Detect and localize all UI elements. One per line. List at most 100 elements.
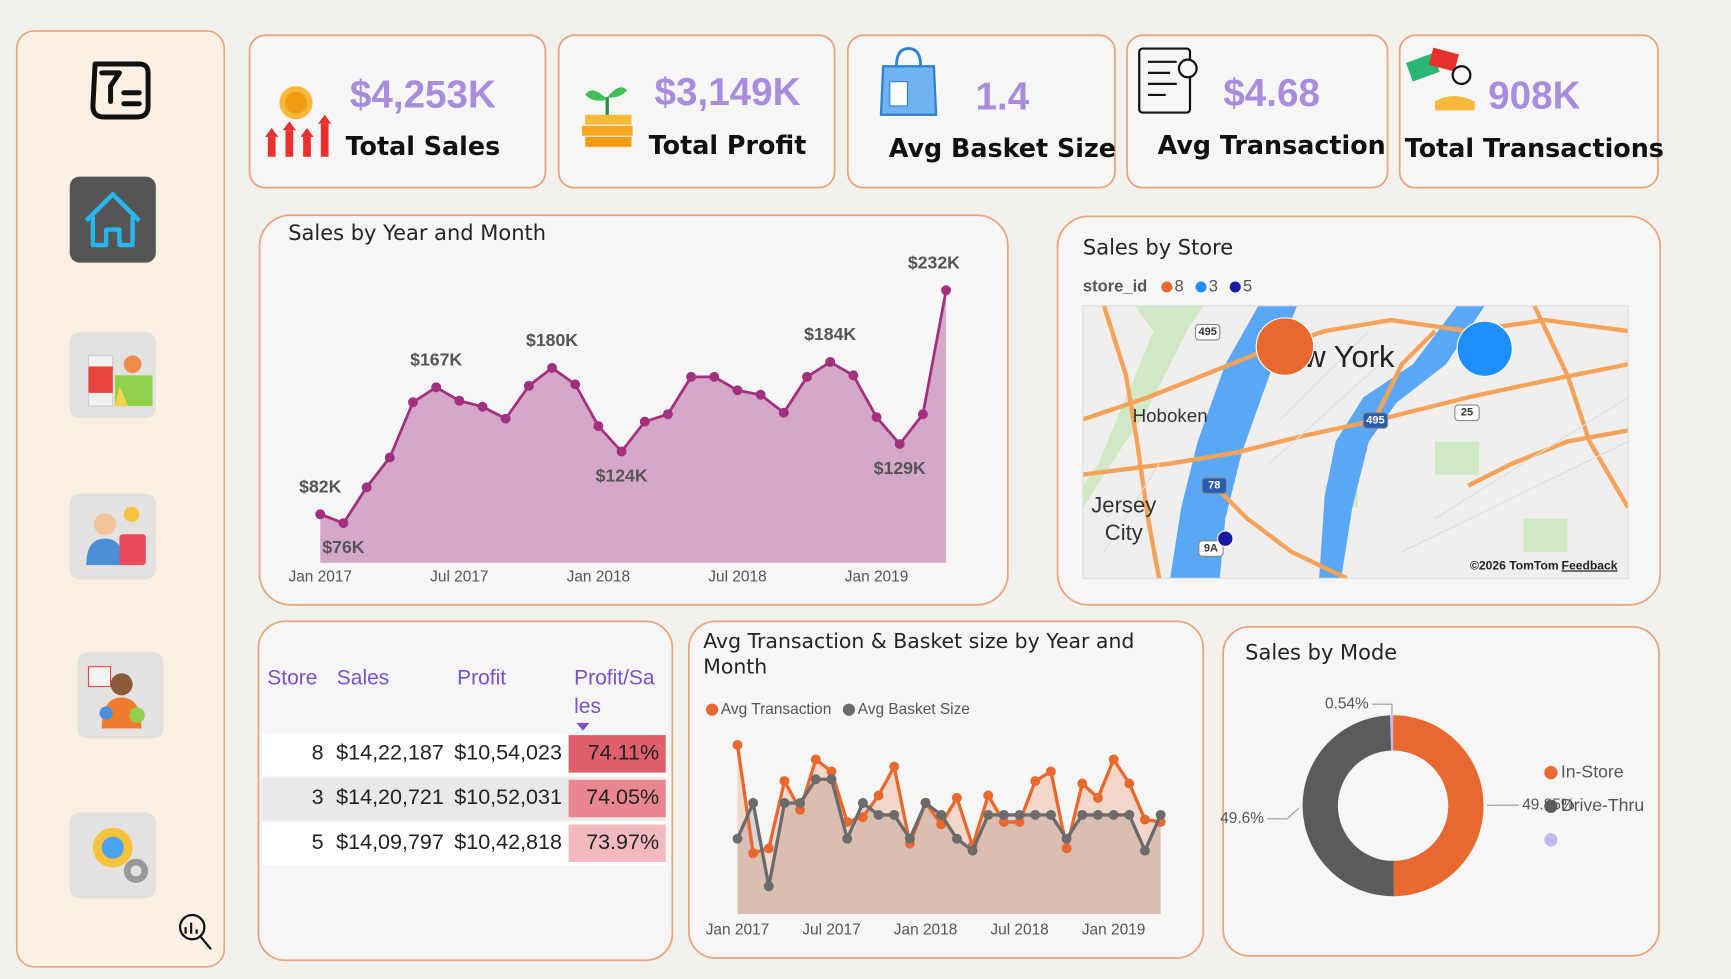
point <box>1014 816 1025 827</box>
point <box>755 389 766 400</box>
products-icon <box>87 354 153 407</box>
data-label: $184K <box>804 324 856 344</box>
point <box>523 380 534 391</box>
point <box>732 385 743 396</box>
x-tick-label: Jan 2017 <box>706 922 770 939</box>
map-label: ©2026 TomTom <box>1470 558 1559 572</box>
legend-marker <box>1161 281 1173 293</box>
point <box>1030 809 1041 820</box>
data-label: $129K <box>874 458 926 478</box>
chart-title: Sales by Store <box>1083 235 1233 259</box>
donut-slice <box>1302 715 1394 897</box>
point <box>639 416 650 427</box>
x-tick-label: Jul 2018 <box>708 568 766 585</box>
point <box>810 774 821 785</box>
point <box>454 395 465 406</box>
point <box>763 843 774 854</box>
chart-card <box>1222 626 1660 957</box>
donut-slice <box>1390 715 1394 751</box>
insight-icon <box>178 913 212 950</box>
point <box>889 761 900 772</box>
point <box>857 812 868 823</box>
point <box>810 754 821 765</box>
area <box>737 779 1161 914</box>
map-label: City <box>1105 520 1143 545</box>
point <box>936 819 947 830</box>
point <box>1014 809 1025 820</box>
line <box>735 777 1163 887</box>
point <box>894 439 905 450</box>
chart-title: Avg Transaction & Basket size by Year an… <box>703 630 1135 679</box>
x-tick-label: Jul 2017 <box>802 922 860 939</box>
data-label: $232K <box>908 252 960 272</box>
point <box>967 845 978 856</box>
point <box>871 412 882 423</box>
legend-label: In-Store <box>1561 761 1624 781</box>
legend-label: 3 <box>1209 276 1218 295</box>
table-cell: $10,52,031 <box>454 785 562 809</box>
legend-label: 8 <box>1175 276 1184 295</box>
point <box>384 452 395 463</box>
table-cell: 74.05% <box>586 785 659 809</box>
point <box>616 446 627 457</box>
kpi-label: Total Transactions <box>1405 133 1664 163</box>
kpi-card <box>557 34 836 189</box>
leader-line <box>1372 703 1393 716</box>
kpi-value: 1.4 <box>976 76 1030 119</box>
point <box>1061 843 1072 854</box>
table-cell: $14,09,797 <box>336 830 444 854</box>
point <box>998 809 1009 820</box>
home-icon <box>84 192 141 248</box>
transaction-icon <box>1138 47 1198 114</box>
point <box>941 285 952 296</box>
road-shield <box>1194 323 1221 341</box>
data-label: 0.54% <box>1325 695 1369 712</box>
point <box>826 774 837 785</box>
point <box>593 421 604 432</box>
data-label: $167K <box>410 349 462 369</box>
point <box>983 790 994 801</box>
data-label: 49.6% <box>1220 810 1264 827</box>
point <box>732 833 743 844</box>
profit-icon <box>581 87 633 147</box>
point <box>1155 809 1166 820</box>
kpi-value: $4.68 <box>1223 72 1320 115</box>
point <box>547 362 558 373</box>
point <box>1077 809 1088 820</box>
point <box>873 809 884 820</box>
point <box>1030 776 1041 787</box>
road-shield <box>1454 404 1480 422</box>
legend-marker <box>1544 799 1558 813</box>
map-label: 9A <box>1204 542 1218 554</box>
nav-home[interactable] <box>69 176 156 263</box>
point <box>842 833 853 844</box>
kpi-label: Avg Transaction <box>1158 130 1386 160</box>
point <box>1124 778 1135 789</box>
legend-title: store_id <box>1083 276 1147 295</box>
basket-icon <box>879 47 938 116</box>
highlight-cell <box>568 824 666 863</box>
store-bubble <box>1255 317 1315 376</box>
point <box>408 397 418 408</box>
legend-label: Avg Transaction <box>721 701 831 718</box>
point <box>920 798 931 808</box>
point <box>998 816 1009 827</box>
highlight-cell <box>568 779 666 818</box>
point <box>1108 754 1119 765</box>
kpi-value: 908K <box>1488 74 1580 117</box>
map-label: Hoboken <box>1133 405 1208 426</box>
point <box>361 482 372 493</box>
data-label: $82K <box>299 476 341 496</box>
chart-card <box>688 620 1205 959</box>
point <box>1124 809 1135 820</box>
chart-title: Sales by Mode <box>1245 640 1397 664</box>
point <box>1045 809 1056 820</box>
store-bubble <box>1217 530 1234 547</box>
point <box>951 792 962 803</box>
settings-icon <box>92 827 149 883</box>
table-cell: $14,22,187 <box>336 741 444 765</box>
point <box>748 798 759 808</box>
point <box>431 382 442 393</box>
x-tick-label: Jan 2019 <box>845 568 909 585</box>
point <box>570 379 581 390</box>
